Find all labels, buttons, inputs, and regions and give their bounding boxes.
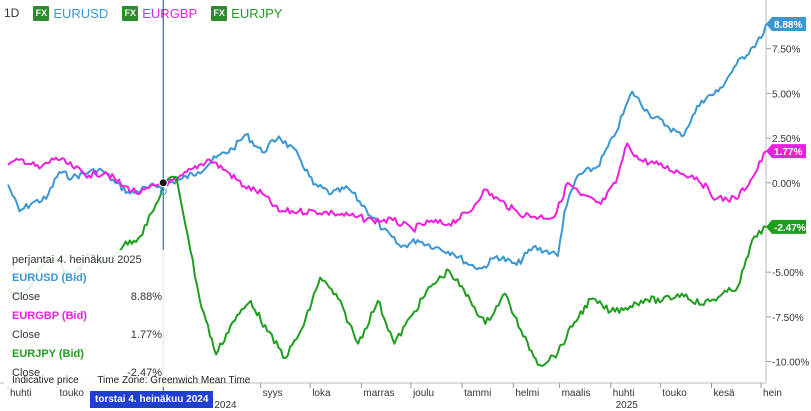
- legend-label-eurjpy: EURJPY: [231, 5, 283, 21]
- last-value-label-eurusd: 8.88%: [774, 20, 802, 31]
- last-value-tag: [766, 144, 806, 159]
- timezone-note: Time Zone: Greenwich Mean Time: [97, 375, 251, 386]
- x-tick-label: loka: [312, 388, 331, 399]
- tooltip-close-value-eurusd: 8.88%: [130, 291, 162, 303]
- y-tick-label: -10.00%: [772, 358, 809, 369]
- last-value-label-eurgbp: 1.77%: [774, 147, 802, 158]
- legend-label-eurgbp: EURGBP: [142, 5, 198, 21]
- tooltip-series-eurusd: EURUSD (Bid): [12, 272, 87, 284]
- crosshair-marker: [158, 178, 168, 188]
- x-tick-label: hein: [763, 388, 782, 399]
- x-year-label: 2024: [214, 400, 237, 411]
- tooltip-close-value-eurjpy: -2.47%: [127, 367, 162, 379]
- x-tick-label: syys: [263, 388, 283, 399]
- tooltip-close-label: Close: [12, 291, 41, 303]
- y-tick-label: -5.00%: [772, 268, 804, 279]
- legend-label-eurusd: EURUSD: [53, 5, 109, 21]
- x-tick-label: helmi: [515, 388, 539, 399]
- fx-badge-icon: FX: [33, 5, 50, 21]
- y-tick-label: 7.50%: [772, 45, 800, 56]
- tooltip-close-label: Close: [12, 329, 41, 341]
- tooltip-close-label: Close: [12, 367, 41, 379]
- x-tick-label: maalis: [562, 388, 591, 399]
- last-value-label-eurjpy: -2.47%: [774, 223, 806, 234]
- crosshair-date-label: torstai 4. heinäkuu 2024: [90, 391, 214, 408]
- y-tick-label: 0.00%: [772, 179, 800, 190]
- last-value-tag: [766, 17, 806, 32]
- legend-item-eurgbp[interactable]: FX EURGBP: [122, 5, 198, 21]
- fx-badge-icon: FX: [211, 5, 228, 21]
- y-tick-label: -7.50%: [772, 313, 804, 324]
- x-tick-label: touko: [662, 388, 687, 399]
- crosshair-point: [159, 188, 167, 196]
- x-year-label: 2025: [616, 400, 639, 411]
- tooltip-series-eurgbp: EURGBP (Bid): [12, 310, 87, 322]
- tooltip-series-eurjpy: EURJPY (Bid): [12, 348, 84, 360]
- indicative-price-note: Indicative price: [12, 375, 79, 386]
- tooltip-date: perjantai 4. heinäkuu 2025: [12, 254, 142, 266]
- x-tick-label: marras: [363, 388, 394, 399]
- x-tick-label: joulu: [412, 388, 434, 399]
- interval-label[interactable]: 1D: [4, 6, 20, 20]
- x-tick-label: touko: [60, 388, 85, 399]
- chart-header: 1D FX EURUSD FX EURGBP FX EURJPY: [4, 5, 282, 21]
- legend-item-eurusd[interactable]: FX EURUSD: [33, 5, 109, 21]
- tooltip-close-value-eurgbp: 1.77%: [130, 329, 162, 341]
- legend-item-eurjpy[interactable]: FX EURJPY: [211, 5, 283, 21]
- chart-footer: Indicative price Time Zone: Greenwich Me…: [12, 375, 266, 386]
- y-tick-label: 5.00%: [772, 89, 800, 100]
- x-tick-label: huhti: [10, 388, 32, 399]
- y-tick-label: 2.50%: [772, 134, 800, 145]
- series-line-eurjpy: [7, 175, 767, 367]
- last-value-tag: [766, 219, 806, 234]
- series-line-eurgbp: [7, 142, 767, 233]
- x-tick-label: huhti: [613, 388, 635, 399]
- crosshair-tooltip: perjantai 4. heinäkuu 2025 EURUSD (Bid) …: [4, 250, 168, 387]
- fx-badge-icon: FX: [122, 5, 139, 21]
- x-tick-label: tammi: [464, 388, 491, 399]
- x-tick-label: kesä: [714, 388, 736, 399]
- series-line-eurusd: [7, 23, 767, 271]
